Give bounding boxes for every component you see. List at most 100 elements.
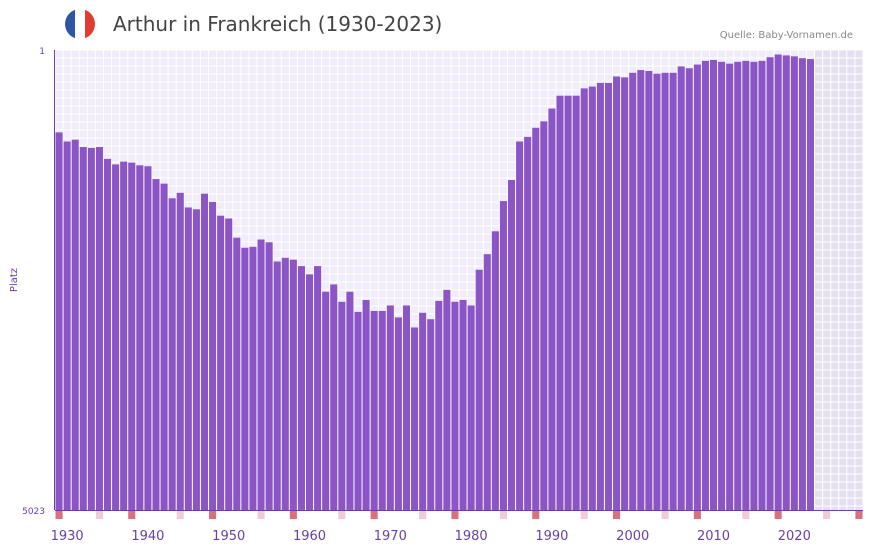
- bar-2006: [677, 66, 685, 510]
- bar-2009: [701, 60, 709, 511]
- x-tick-label-1960: 1960: [293, 529, 326, 544]
- bar-1987: [524, 136, 532, 510]
- bar-1949: [217, 215, 225, 511]
- x-tick-label-1930: 1930: [51, 529, 84, 544]
- bar-1931: [71, 139, 79, 510]
- bar-2008: [693, 64, 701, 511]
- bar-1953: [249, 246, 257, 510]
- bar-1952: [241, 247, 249, 510]
- bar-1980: [467, 305, 475, 510]
- bar-1932: [79, 147, 87, 510]
- bar-2002: [645, 70, 653, 510]
- bar-2011: [718, 61, 726, 510]
- bar-1968: [370, 310, 378, 510]
- bar-1960: [305, 274, 314, 510]
- bar-2004: [661, 72, 669, 510]
- bar-1969: [378, 310, 386, 510]
- bar-2012: [726, 63, 734, 510]
- bar-1990: [548, 108, 556, 511]
- x-tick-label-1970: 1970: [374, 529, 407, 544]
- year-marker-light: [95, 511, 103, 519]
- x-tick-label-1990: 1990: [535, 529, 568, 544]
- bar-2016: [758, 60, 766, 511]
- bar-1986: [516, 141, 524, 510]
- bar-1975: [427, 319, 435, 510]
- year-marker-decade: [128, 511, 136, 519]
- bar-1954: [257, 239, 265, 510]
- year-marker-decade: [209, 511, 217, 519]
- bar-2010: [709, 59, 718, 510]
- bar-1965: [346, 291, 354, 510]
- bar-1940: [144, 166, 152, 510]
- bar-1971: [394, 317, 402, 510]
- bar-1967: [362, 299, 370, 510]
- bar-2022: [806, 59, 815, 510]
- chart-title: Arthur in Frankreich (1930-2023): [113, 12, 443, 36]
- bar-1997: [604, 82, 613, 511]
- x-tick-label-1940: 1940: [131, 529, 164, 544]
- year-marker-decade: [693, 511, 701, 519]
- year-marker-light: [338, 511, 346, 519]
- bar-1970: [386, 305, 394, 510]
- bar-1944: [176, 192, 184, 510]
- bar-1966: [354, 311, 362, 510]
- bar-1964: [338, 301, 346, 510]
- bar-1973: [411, 327, 419, 510]
- bar-1929: [55, 132, 63, 510]
- year-marker-decade: [370, 511, 378, 519]
- bar-1933: [87, 147, 95, 510]
- year-marker-decade: [774, 511, 782, 519]
- bar-1994: [580, 88, 588, 510]
- bar-2001: [637, 70, 645, 510]
- bar-1943: [168, 198, 176, 510]
- year-marker-light: [257, 511, 265, 519]
- bar-1983: [491, 231, 499, 510]
- bar-1938: [128, 162, 136, 510]
- bar-1934: [95, 147, 103, 510]
- year-marker-decade: [855, 511, 863, 519]
- y-tick-label-top: 1: [39, 47, 45, 57]
- bar-1981: [475, 269, 483, 510]
- source-credit: Quelle: Baby-Vornamen.de: [719, 30, 853, 41]
- bar-1956: [273, 261, 281, 510]
- bar-1978: [451, 301, 459, 510]
- bar-1998: [613, 76, 621, 510]
- bar-1950: [225, 218, 233, 510]
- bar-1999: [621, 77, 629, 510]
- bar-1992: [564, 95, 572, 511]
- bar-1930: [63, 141, 71, 510]
- bar-1939: [136, 165, 144, 510]
- year-marker-light: [176, 511, 184, 519]
- x-tick-label-2020: 2020: [778, 529, 811, 544]
- bar-1937: [120, 161, 128, 510]
- bar-1976: [435, 300, 443, 510]
- bar-1942: [160, 183, 168, 510]
- bar-1958: [289, 259, 297, 510]
- bar-2021: [798, 58, 806, 510]
- bar-2019: [782, 55, 790, 510]
- year-marker-decade: [55, 511, 63, 519]
- bar-1985: [507, 179, 516, 510]
- bar-1979: [459, 299, 467, 510]
- bar-1977: [443, 289, 451, 510]
- bar-2014: [742, 60, 750, 511]
- bar-2013: [734, 61, 742, 510]
- bar-1993: [572, 95, 580, 511]
- x-tick-label-1950: 1950: [212, 529, 245, 544]
- bar-2020: [790, 56, 798, 510]
- bar-2003: [653, 73, 661, 510]
- bar-1989: [540, 121, 548, 511]
- bar-2018: [774, 54, 782, 510]
- x-tick-label-1980: 1980: [455, 529, 488, 544]
- bar-1936: [112, 164, 120, 511]
- bar-1959: [297, 266, 305, 510]
- year-marker-light: [742, 511, 750, 519]
- bar-2007: [685, 68, 693, 511]
- bar-1996: [596, 82, 604, 511]
- bar-1941: [152, 179, 160, 511]
- bar-2015: [750, 61, 758, 510]
- y-axis-label: Platz: [9, 268, 20, 292]
- bar-2017: [766, 57, 774, 511]
- france-flag-icon: [65, 9, 95, 39]
